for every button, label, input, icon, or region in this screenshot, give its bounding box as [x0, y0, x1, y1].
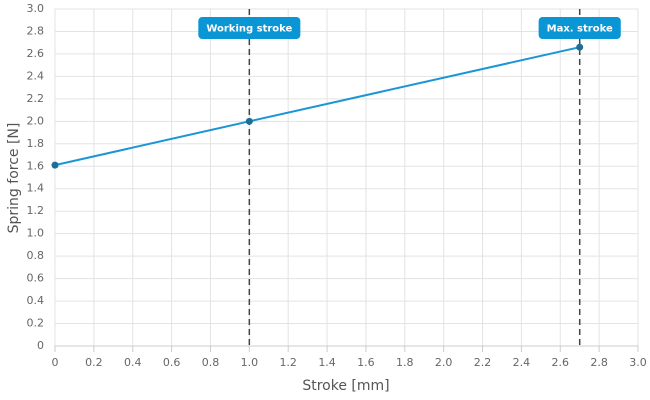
y-tick-label: 0.6 — [27, 272, 45, 285]
annotation-text: Working stroke — [206, 24, 292, 35]
x-tick-label: 3.0 — [629, 356, 647, 369]
x-tick-label: 0.8 — [202, 356, 220, 369]
x-tick-label: 1.2 — [279, 356, 297, 369]
x-tick-label: 0.4 — [124, 356, 142, 369]
y-tick-label: 0.2 — [27, 317, 45, 330]
y-tick-label: 1.2 — [27, 204, 45, 217]
annotation-text: Max. stroke — [547, 24, 613, 35]
x-tick-label: 2.6 — [552, 356, 570, 369]
x-tick-label: 1.0 — [241, 356, 259, 369]
y-tick-label: 1.6 — [27, 159, 45, 172]
y-tick-label: 2.0 — [27, 114, 45, 127]
annotation-box — [198, 17, 301, 39]
x-tick-label: 2.4 — [513, 356, 531, 369]
x-tick-label: 2.0 — [435, 356, 453, 369]
y-tick-label: 2.4 — [27, 69, 45, 82]
y-tick-label: 1.8 — [27, 137, 45, 150]
point — [51, 161, 59, 169]
y-tick-label: 0 — [37, 339, 44, 352]
annotation-box — [538, 17, 621, 39]
y-tick-label: 3.0 — [27, 2, 45, 15]
x-tick-label: 0.6 — [163, 356, 181, 369]
x-tick-label: 1.4 — [318, 356, 336, 369]
x-tick-label: 0.2 — [85, 356, 103, 369]
y-tick-label: 0.8 — [27, 249, 45, 262]
annotation-label: Working stroke — [198, 17, 301, 39]
point — [245, 117, 253, 125]
y-tick-label: 1.0 — [27, 227, 45, 240]
x-tick-label: 1.6 — [357, 356, 375, 369]
y-axis-title: Spring force [N] — [6, 123, 22, 234]
y-tick-label: 2.2 — [27, 92, 45, 105]
y-tick-label: 1.4 — [27, 182, 45, 195]
x-tick-label: 2.2 — [474, 356, 492, 369]
line — [54, 46, 580, 167]
x-tick-label: 1.8 — [396, 356, 414, 369]
annotation-label: Max. stroke — [538, 17, 621, 39]
x-axis-title: Stroke [mm] — [302, 378, 389, 394]
y-tick-label: 2.8 — [27, 24, 45, 37]
x-tick-label: 2.8 — [590, 356, 608, 369]
point — [576, 43, 584, 51]
x-tick-label: 0 — [52, 356, 59, 369]
y-tick-label: 0.4 — [27, 294, 45, 307]
y-tick-label: 2.6 — [27, 47, 45, 60]
